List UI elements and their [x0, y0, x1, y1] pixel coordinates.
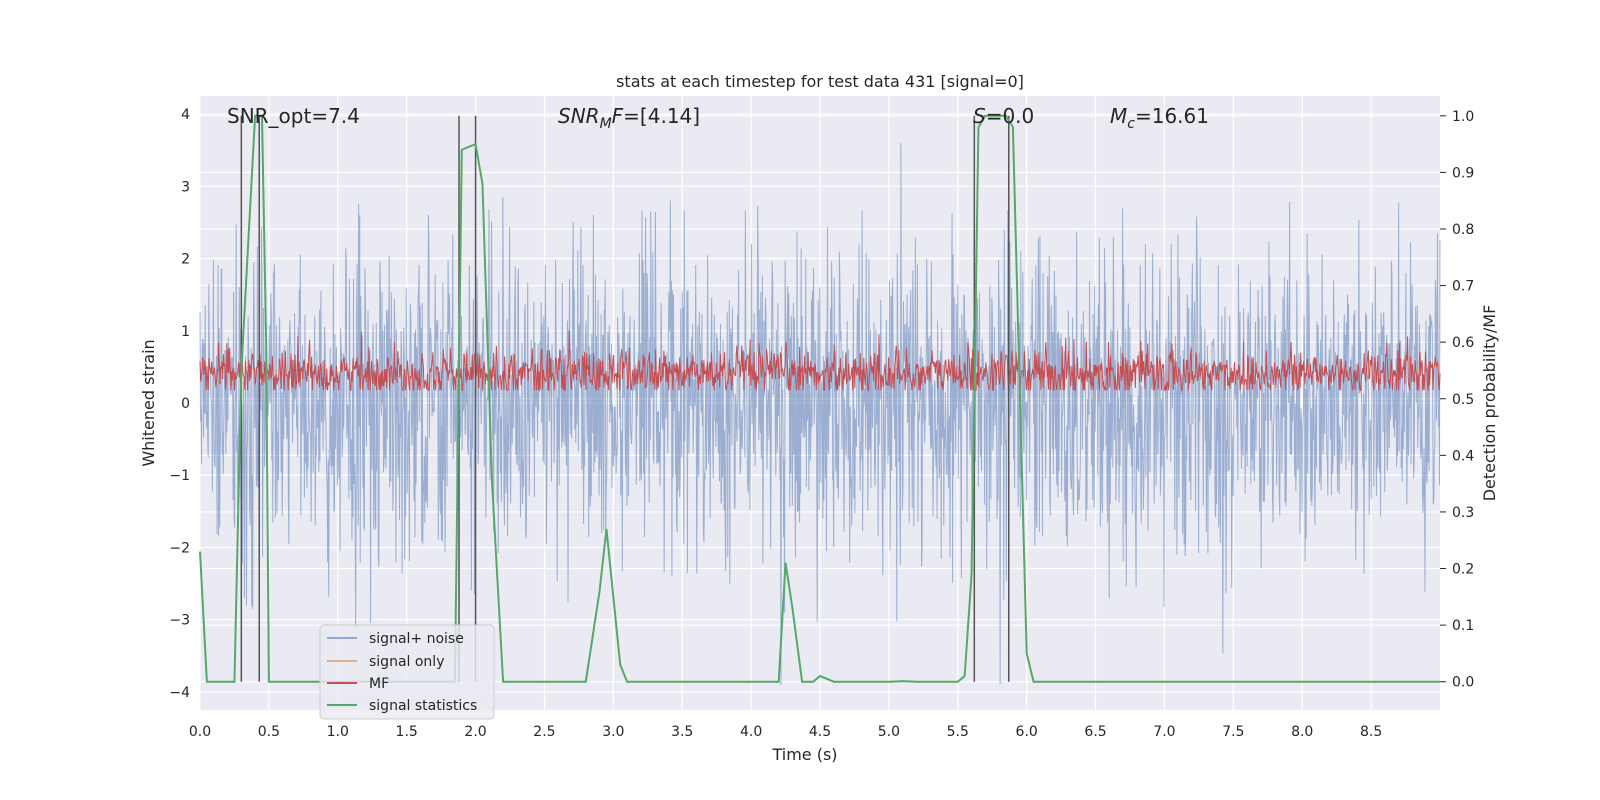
s-label: S	[973, 104, 986, 128]
y-tick-label: −2	[169, 540, 190, 556]
x-axis-label: Time (s)	[771, 745, 837, 764]
x-tick-label: 7.0	[1153, 724, 1175, 740]
x-tick-label: 6.5	[1084, 724, 1106, 740]
s-annotation: S=0.0	[973, 104, 1034, 128]
legend-label-signal-only: signal only	[369, 654, 444, 670]
chart-title: stats at each timestep for test data 431…	[616, 72, 1024, 91]
y-tick-label: 4	[181, 107, 190, 123]
y2-tick-label: 0.6	[1452, 335, 1474, 351]
y-tick-label: 1	[181, 324, 190, 340]
mc-annotation: Mc=16.61	[1110, 104, 1209, 132]
signal-noise-series	[199, 142, 1441, 685]
snr-opt-annotation: SNR_opt=7.4	[227, 104, 360, 128]
y2-tick-label: 0.0	[1452, 675, 1474, 691]
x-tick-label: 5.0	[878, 724, 900, 740]
y2-tick-label: 0.4	[1452, 448, 1474, 464]
x-tick-label: 0.0	[189, 724, 211, 740]
snr-mf-subscript: M	[600, 116, 612, 132]
legend-label-signal-noise: signal+ noise	[369, 631, 464, 647]
y-tick-label: −1	[169, 468, 190, 484]
y-tick-label: 2	[181, 252, 190, 268]
y-axis-label: Whitened strain	[139, 339, 158, 466]
y2-tick-label: 0.3	[1452, 505, 1474, 521]
x-tick-label: 8.5	[1360, 724, 1382, 740]
snr-mf-label-rest: F	[612, 104, 624, 128]
y2-tick-label: 0.2	[1452, 562, 1474, 578]
snr-mf-label: SNR	[558, 104, 600, 128]
snr-mf-annotation: SNRMF=[4.14]	[558, 104, 700, 132]
x-tick-label: 3.0	[602, 724, 624, 740]
y2-tick-label: 0.7	[1452, 279, 1474, 295]
x-tick-label: 0.5	[258, 724, 280, 740]
y-tick-label: −3	[169, 613, 190, 629]
x-tick-label: 8.0	[1291, 724, 1313, 740]
signal-statistics-series	[199, 114, 1440, 683]
y2-tick-label: 0.8	[1452, 222, 1474, 238]
y2-axis-label: Detection probability/MF	[1480, 305, 1499, 502]
y2-tick-label: 0.9	[1452, 165, 1474, 181]
x-tick-label: 1.5	[396, 724, 418, 740]
mc-label: M	[1110, 104, 1127, 128]
legend-label-signal-statistics: signal statistics	[369, 698, 477, 714]
snr-mf-value: =[4.14]	[623, 104, 700, 128]
y-tick-label: −4	[169, 685, 190, 701]
mf-series	[199, 330, 1441, 392]
legend-box	[319, 624, 495, 720]
legend-label-mf: MF	[369, 676, 389, 692]
x-tick-label: 2.0	[464, 724, 486, 740]
x-tick-label: 7.5	[1222, 724, 1244, 740]
mc-value: =16.61	[1135, 104, 1209, 128]
x-tick-label: 5.5	[947, 724, 969, 740]
ticks: 0.0 0.5 1.0 1.5 2.0 2.5 3.0 3.5 4.0 4.5 5.0 5.5 6.0 6…	[169, 107, 1474, 740]
y2-tick-label: 0.5	[1452, 392, 1474, 408]
y-tick-label: 3	[181, 179, 190, 195]
x-tick-label: 4.5	[809, 724, 831, 740]
y2-tick-label: 0.1	[1452, 618, 1474, 634]
mf-line	[199, 330, 1441, 392]
y2-tick-label: 1.0	[1452, 109, 1474, 125]
mc-subscript: c	[1127, 116, 1135, 132]
x-tick-label: 3.5	[671, 724, 693, 740]
legend: signal+ noise signal only MF signal stat…	[319, 624, 495, 720]
x-tick-label: 6.0	[1016, 724, 1038, 740]
signal-noise-line	[199, 142, 1441, 685]
s-value: =0.0	[986, 104, 1035, 128]
x-tick-label: 1.0	[327, 724, 349, 740]
signal-statistics-line	[199, 114, 1440, 683]
x-tick-label: 4.0	[740, 724, 762, 740]
y-tick-label: 0	[181, 396, 190, 412]
x-tick-label: 2.5	[533, 724, 555, 740]
